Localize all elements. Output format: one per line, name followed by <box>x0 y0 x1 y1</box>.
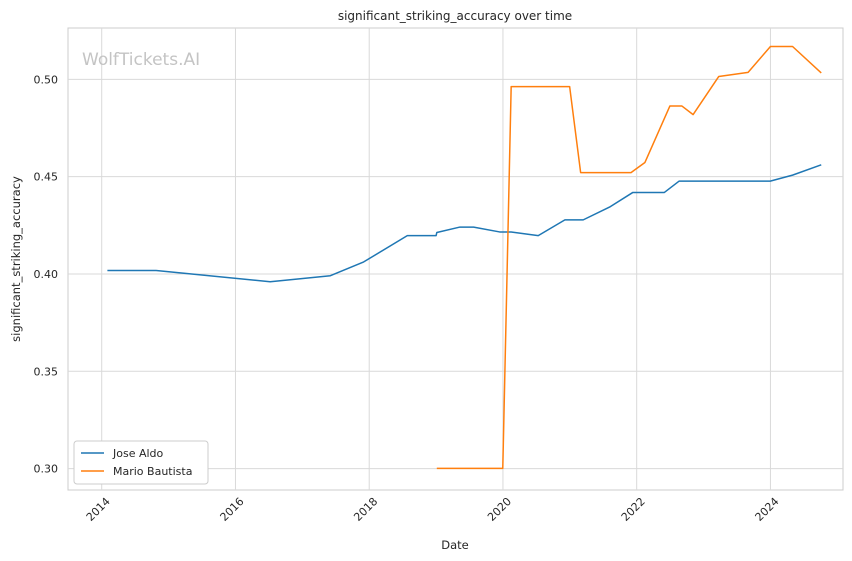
y-tick-label: 0.35 <box>34 365 59 378</box>
x-axis-label: Date <box>441 538 469 552</box>
y-axis-label: significant_striking_accuracy <box>9 176 23 342</box>
plot-area <box>67 27 844 491</box>
y-tick-label: 0.50 <box>34 73 59 86</box>
y-tick-label: 0.40 <box>34 268 59 281</box>
legend-box <box>73 440 209 485</box>
chart-title: significant_striking_accuracy over time <box>338 9 572 23</box>
series-line-jose-aldo <box>107 164 822 283</box>
series-layer <box>107 45 822 470</box>
legend: Jose Aldo Mario Bautista <box>73 440 209 485</box>
y-tick-label: 0.30 <box>34 463 59 476</box>
y-tick-label: 0.45 <box>34 171 59 184</box>
legend-label-jose-aldo: Jose Aldo <box>112 447 164 460</box>
legend-label-mario-bautista: Mario Bautista <box>113 465 192 478</box>
series-line-mario-bautista <box>436 45 822 470</box>
watermark-text: WolfTickets.AI <box>82 50 200 70</box>
y-tick-labels: 0.30 0.35 0.40 0.45 0.50 <box>34 73 59 475</box>
